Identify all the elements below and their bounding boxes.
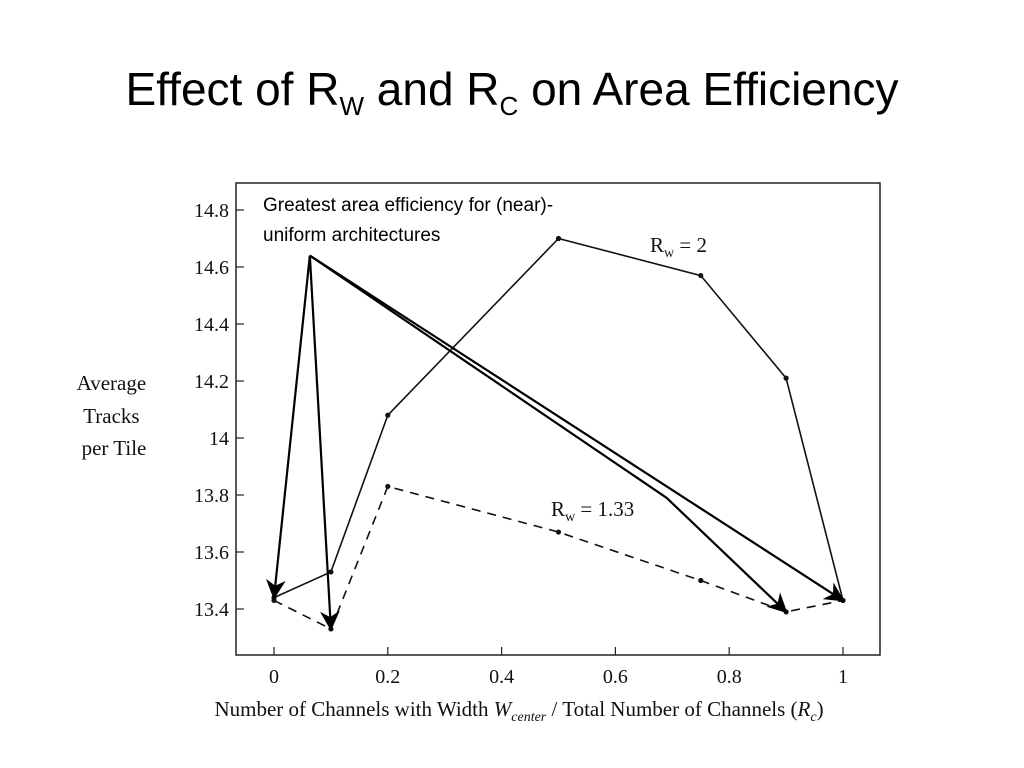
y-axis-label: Average Tracks per Tile xyxy=(77,371,152,460)
data-point xyxy=(698,272,704,279)
slide-title: Effect of RW and RC on Area Efficiency xyxy=(125,63,899,122)
data-point xyxy=(385,412,391,418)
x-tick-label: 0.4 xyxy=(489,666,514,688)
data-point xyxy=(555,235,562,242)
y-tick-label: 13.8 xyxy=(194,485,229,507)
annotation-arrow xyxy=(266,255,311,600)
y-tick-label: 13.6 xyxy=(194,542,229,564)
annotation-arrow xyxy=(309,254,845,602)
data-point xyxy=(385,483,391,490)
series-label-rw-2: Rw = 2 xyxy=(650,233,707,261)
data-point xyxy=(698,577,704,584)
data-point xyxy=(783,375,789,381)
x-tick-label: 0.8 xyxy=(717,666,742,688)
series-label-rw-1-33: Rw = 1.33 xyxy=(551,497,634,525)
x-tick-label: 0 xyxy=(269,666,279,688)
y-tick-label: 14.8 xyxy=(194,200,229,222)
y-tick-label: 13.4 xyxy=(194,599,229,621)
x-tick-label: 0.6 xyxy=(603,666,628,688)
y-tick-label: 14.6 xyxy=(194,257,229,279)
x-tick-label: 1 xyxy=(838,666,848,688)
y-tick-label: 14.2 xyxy=(194,371,229,393)
annotation-text: Greatest area efficiency for (near)- uni… xyxy=(263,195,558,246)
data-point xyxy=(555,529,562,535)
axis-ticks: 0 0.2 0.4 0.6 0.8 1 13.4 13.6 13.8 14 14.2 14.4 14.6… xyxy=(194,200,848,688)
annotation-arrow xyxy=(308,255,340,631)
series-group xyxy=(271,235,846,632)
data-point xyxy=(271,597,277,604)
y-tick-label: 14.4 xyxy=(194,314,229,336)
plot-frame xyxy=(235,182,881,656)
y-tick-label: 14 xyxy=(209,428,229,450)
annotation-arrows xyxy=(266,254,845,631)
data-point xyxy=(328,569,334,575)
x-tick-label: 0.2 xyxy=(375,666,400,688)
x-axis-label: Number of Channels with Width Wcenter / … xyxy=(214,697,823,725)
annotation-arrow xyxy=(309,254,788,614)
